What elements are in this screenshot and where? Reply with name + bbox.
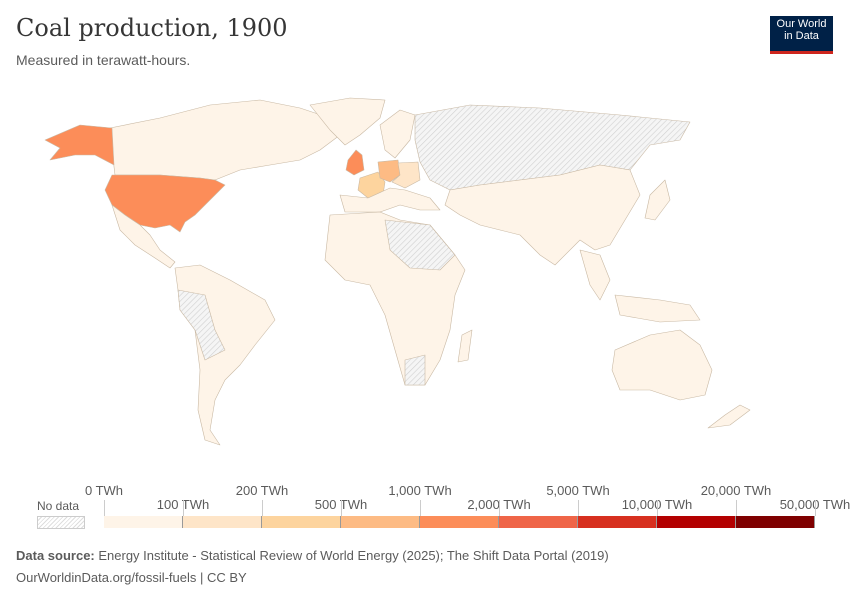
- legend-bin[interactable]: [736, 516, 815, 528]
- map-legend: No data 0 TWh 100 TWh 200 TWh 500 TWh 1,000 …: [0, 480, 850, 540]
- legend-tick: [420, 500, 421, 516]
- region-europe-low[interactable]: [339, 109, 441, 213]
- chart-title: Coal production, 1900: [16, 14, 288, 42]
- region-germany[interactable]: [377, 159, 401, 183]
- region-greenland[interactable]: [309, 97, 386, 146]
- owid-logo[interactable]: Our World in Data: [770, 16, 833, 54]
- legend-bin[interactable]: [183, 516, 262, 528]
- region-africa-nodata[interactable]: [384, 219, 456, 386]
- legend-no-data-swatch[interactable]: [37, 516, 85, 529]
- legend-tick-label: 5,000 TWh: [546, 483, 610, 498]
- region-alaska[interactable]: [44, 124, 115, 166]
- legend-tick: [104, 500, 105, 516]
- legend-tick: [578, 500, 579, 516]
- legend-bin[interactable]: [578, 516, 657, 528]
- region-new-zealand[interactable]: [707, 404, 751, 429]
- region-madagascar[interactable]: [457, 329, 473, 363]
- region-south-america-nodata[interactable]: [177, 289, 226, 361]
- region-southeast-asia[interactable]: [579, 249, 701, 323]
- legend-bin[interactable]: [104, 516, 183, 528]
- region-austria-hungary[interactable]: [391, 161, 421, 189]
- legend-tick: [183, 500, 184, 516]
- footer-url[interactable]: OurWorldinData.org/fossil-fuels | CC BY: [16, 570, 247, 585]
- legend-bin[interactable]: [420, 516, 499, 528]
- legend-tick: [736, 500, 737, 516]
- legend-tick-label: 20,000 TWh: [700, 483, 772, 498]
- region-uk[interactable]: [345, 149, 365, 176]
- legend-tick: [657, 500, 658, 516]
- legend-no-data-label: No data: [37, 499, 80, 513]
- legend-tick-label: 50,000 TWh: [779, 497, 850, 512]
- legend-bin[interactable]: [657, 516, 736, 528]
- legend-bin[interactable]: [262, 516, 341, 528]
- legend-bin[interactable]: [341, 516, 420, 528]
- chart-subtitle: Measured in terawatt-hours.: [16, 52, 191, 68]
- region-mexico-central-america[interactable]: [111, 204, 176, 269]
- legend-tick: [815, 500, 816, 516]
- legend-tick: [262, 500, 263, 516]
- region-asia-low[interactable]: [444, 164, 641, 266]
- legend-tick-label: 200 TWh: [235, 483, 289, 498]
- legend-tick: [341, 500, 342, 516]
- region-canada[interactable]: [109, 99, 341, 181]
- data-source: Data source: Energy Institute - Statisti…: [16, 548, 609, 563]
- region-japan[interactable]: [644, 179, 671, 221]
- world-map: [44, 97, 751, 446]
- legend-bin[interactable]: [499, 516, 578, 528]
- legend-tick: [499, 500, 500, 516]
- region-australia[interactable]: [611, 329, 713, 401]
- legend-tick-label: 1,000 TWh: [388, 483, 452, 498]
- legend-tick-label: 0 TWh: [84, 483, 124, 498]
